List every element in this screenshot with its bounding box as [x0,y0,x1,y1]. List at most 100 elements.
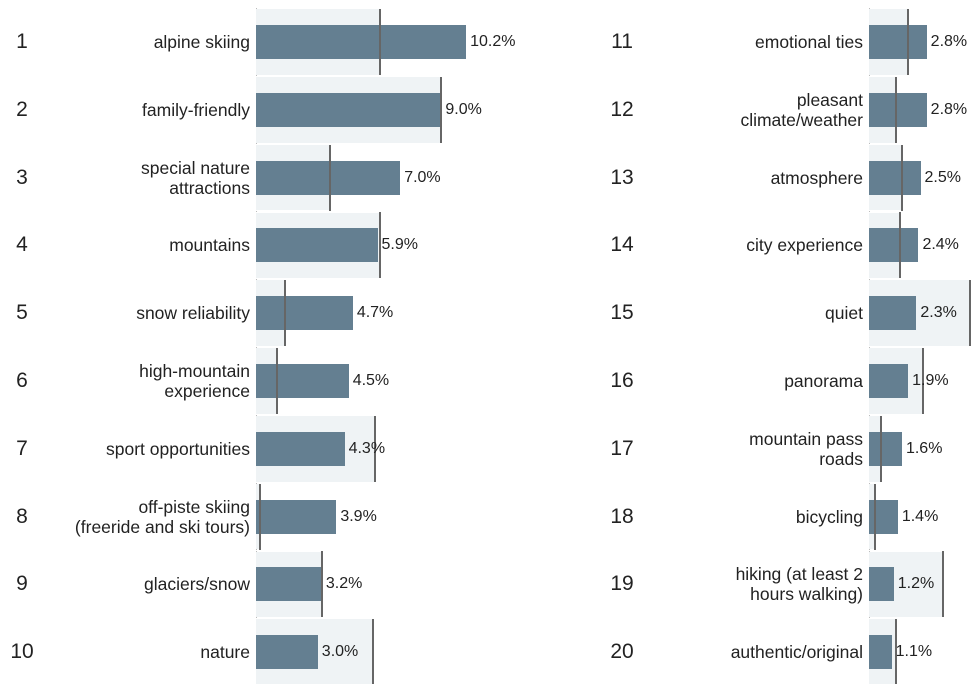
reference-line [275,348,278,414]
reference-line [259,483,262,550]
reference-line [440,76,443,143]
rank: 20 [610,640,634,664]
value-label: 1.4% [901,507,939,525]
category-label: mountain pass roads [749,428,863,469]
value-label: 2.8% [930,33,968,50]
value-label: 2.5% [924,168,961,186]
category-label: nature [200,642,250,663]
reference-line [894,76,897,143]
rank: 3 [16,165,28,189]
category-label: panorama [784,371,863,391]
value-label: 7.0% [404,168,441,186]
bar [869,499,898,534]
reference-line [374,415,377,482]
reference-line [942,551,945,618]
bar [256,431,345,466]
reference-line [900,144,903,211]
reference-line [874,483,877,550]
category-label: city experience [746,235,863,256]
value-label: 9.0% [445,100,482,118]
rank: 8 [16,504,28,528]
reference-line [907,9,910,75]
bar [869,567,894,602]
reference-line [968,280,971,347]
reference-line [898,212,901,279]
category-label: emotional ties [755,32,863,52]
bar [869,25,927,59]
category-label: sport opportunities [106,438,250,459]
value-label: 2.3% [920,304,957,322]
rank: 11 [611,30,633,53]
reference-line [880,415,883,482]
bar [256,364,349,398]
reference-line [329,144,332,211]
bar [869,431,902,466]
value-label: 4.5% [352,372,390,389]
bar [256,635,318,670]
rank: 1 [16,30,28,53]
reference-line [378,212,381,279]
value-label: 1.9% [912,372,949,389]
rank: 10 [10,640,34,664]
rank: 14 [610,233,634,257]
value-label: 1.1% [895,643,933,661]
rank: 16 [610,369,634,392]
bar [869,92,927,127]
bar [869,364,909,398]
value-label: 10.2% [470,33,516,50]
category-label: quiet [825,303,863,324]
value-label: 4.3% [348,439,386,457]
category-label: authentic/original [730,642,863,663]
rank: 7 [16,436,28,460]
value-label: 3.2% [325,575,363,593]
category-label: snow reliability [136,303,250,324]
bar [256,25,467,59]
bar [869,635,892,670]
reference-line [283,280,286,347]
rank: 19 [610,572,634,596]
bar [256,92,442,127]
rank: 9 [16,572,28,596]
category-label: mountains [169,235,250,256]
value-label: 3.9% [340,507,377,525]
rank: 6 [16,369,28,392]
reference-line [894,619,897,684]
rank: 17 [610,436,634,460]
bar [256,296,353,331]
bar [869,160,921,195]
category-label: high-mountain experience [139,361,250,401]
rank: 13 [610,165,634,189]
rank: 5 [16,301,28,325]
value-label: 1.2% [897,575,935,593]
rank: 4 [16,233,28,257]
rank: 15 [610,301,634,325]
reference-line [320,551,323,618]
category-label: glaciers/snow [143,574,250,595]
category-label: hiking (at least 2 hours walking) [735,564,863,605]
category-label: off-piste skiing (freeride and ski tours… [74,496,250,537]
value-label: 1.6% [905,439,943,457]
bar [256,228,378,263]
reference-line [372,619,375,684]
bar [869,228,919,263]
value-label: 2.8% [930,100,968,118]
rank: 12 [610,97,634,121]
bar [256,160,401,195]
rank: 18 [610,504,634,528]
value-label: 4.7% [356,304,394,322]
category-label: pleasant climate/weather [740,89,863,130]
category-label: alpine skiing [153,32,250,52]
rank: 2 [16,97,28,121]
bar [256,499,337,534]
bar [869,296,917,331]
category-label: bicycling [795,506,863,527]
bar [256,567,322,602]
category-label: family-friendly [142,99,250,120]
category-label: atmosphere [770,167,863,188]
value-label: 2.4% [922,236,959,254]
category-label: special nature attractions [141,157,250,198]
reference-line [921,348,924,414]
value-label: 5.9% [381,236,418,254]
reference-line [378,9,381,75]
